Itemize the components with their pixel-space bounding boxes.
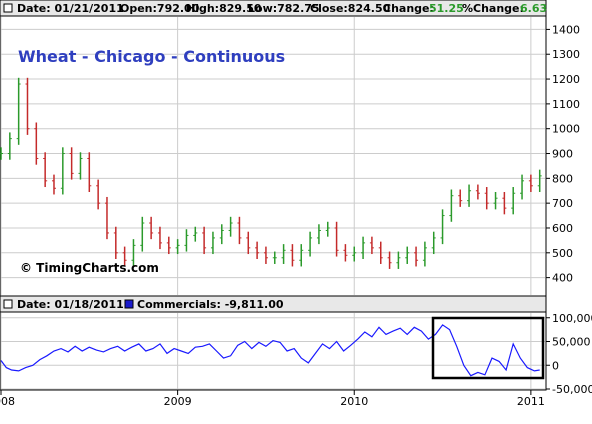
- header-low: Low:782.75: [248, 2, 320, 15]
- top-header-swatch: [3, 3, 13, 13]
- price-tick-label: 900: [552, 148, 573, 161]
- price-tick-label: 1400: [552, 23, 580, 36]
- price-tick-label: 1000: [552, 123, 580, 136]
- price-tick-label: 1200: [552, 73, 580, 86]
- x-tick-label: 2010: [340, 395, 368, 408]
- header-change-label: Change:: [383, 2, 434, 15]
- highlight-box: [431, 316, 545, 380]
- chart-title: Wheat - Chicago - Continuous: [18, 47, 285, 66]
- price-tick-label: 500: [552, 247, 573, 260]
- header-open: Open:792.00: [120, 2, 200, 15]
- commercials-tick-label: 100,000: [552, 312, 592, 325]
- price-tick-label: 600: [552, 222, 573, 235]
- lower-header-swatch: [3, 299, 13, 309]
- header-pct-value: 6.63: [520, 2, 547, 15]
- x-tick-label: 2009: [164, 395, 192, 408]
- x-tick-label: 2011: [517, 395, 545, 408]
- lower-header: Date: 01/18/2011 Commercials: -9,811.00: [0, 295, 547, 313]
- price-bars: [0, 77, 542, 269]
- header-change-value: 51.25: [429, 2, 464, 15]
- header-high: High:829.50: [186, 2, 262, 15]
- commercials-tick-label: -50,000: [552, 383, 592, 396]
- price-tick-label: 1300: [552, 48, 580, 61]
- header-date: Date: 01/21/2011: [17, 2, 124, 15]
- price-grid: [0, 17, 545, 295]
- price-tick-label: 1100: [552, 98, 580, 111]
- price-tick-label: 700: [552, 197, 573, 210]
- price-tick-label: 400: [552, 272, 573, 285]
- commercials-line: [0, 324, 540, 377]
- top-header: Date: 01/21/2011 Open:792.00 High:829.50…: [0, 0, 547, 17]
- commercials-legend-swatch: [124, 299, 134, 309]
- commercials-tick-label: 0: [552, 359, 559, 372]
- commercials-y-axis: 100,000 50,000 0 -50,000: [546, 312, 592, 396]
- header-pct-label: %Change:: [462, 2, 524, 15]
- x-tick-label: 2008: [0, 395, 15, 408]
- lower-header-series: Commercials: -9,811.00: [137, 298, 284, 311]
- price-y-axis: 1400 1300 1200 1100 1000 900 800 700 600 500 400: [546, 23, 580, 285]
- price-tick-label: 800: [552, 172, 573, 185]
- header-close: Close:824.50: [310, 2, 391, 15]
- x-axis: 2008 2009 2010 2011: [0, 390, 545, 408]
- lower-header-date: Date: 01/18/2011: [17, 298, 124, 311]
- price-plot-frame: [0, 15, 547, 297]
- commercials-tick-label: 50,000: [552, 336, 591, 349]
- watermark: © TimingCharts.com: [20, 261, 159, 275]
